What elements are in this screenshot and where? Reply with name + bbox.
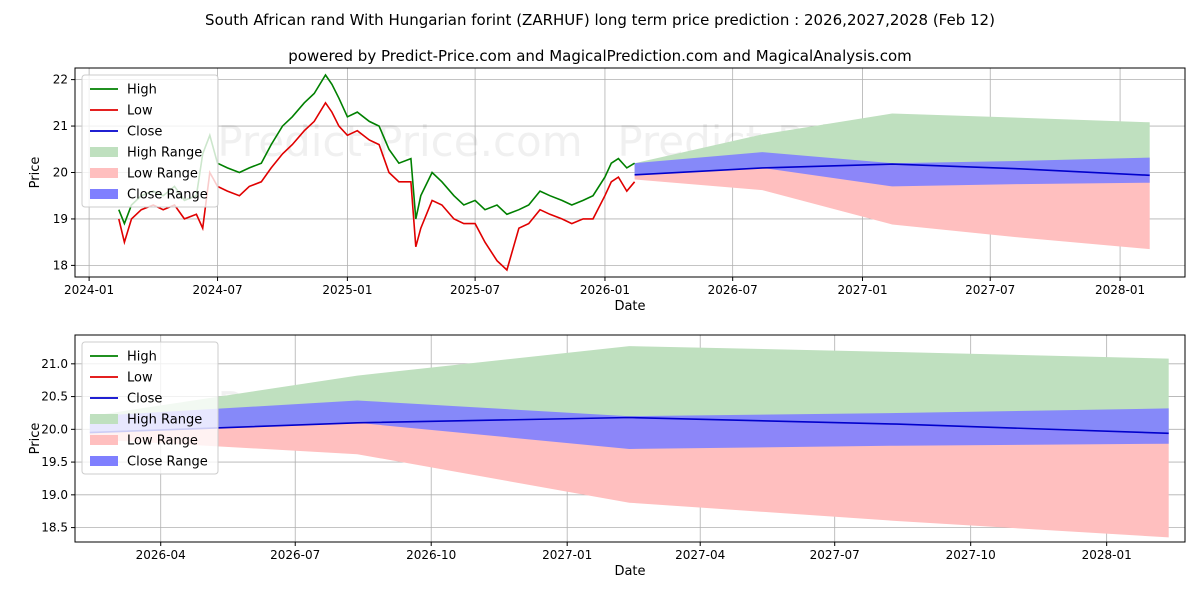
chart-subtitle: powered by Predict-Price.com and Magical… bbox=[288, 47, 912, 65]
bottom-ytick-label: 18.5 bbox=[41, 521, 68, 535]
bottom-low-range-area bbox=[89, 417, 1169, 538]
bottom-legend-swatch bbox=[90, 456, 118, 466]
top-watermark-1: Predict-Price.com bbox=[217, 117, 582, 166]
bottom-xtick-label: 2026-04 bbox=[136, 548, 186, 562]
bottom-ytick-label: 20.0 bbox=[41, 422, 68, 436]
top-xtick-label: 2027-01 bbox=[837, 283, 887, 297]
top-ytick-label: 20 bbox=[53, 166, 68, 180]
top-low-line bbox=[118, 101, 636, 272]
bottom-close-line bbox=[89, 416, 1169, 435]
bottom-ytick-label: 20.5 bbox=[41, 390, 68, 404]
top-legend-swatch bbox=[90, 189, 118, 199]
top-low-range-area bbox=[634, 164, 1150, 250]
top-legend-label: Low Range bbox=[127, 167, 198, 182]
top-legend-label: Close bbox=[127, 125, 162, 140]
top-close-range-area bbox=[634, 152, 1150, 187]
bottom-plot-area bbox=[89, 346, 1169, 538]
bottom-legend-label: Low Range bbox=[127, 434, 198, 449]
bottom-legend-label: Low bbox=[127, 371, 153, 386]
bottom-yaxis-label: Price bbox=[28, 423, 43, 455]
top-legend-label: Close Range bbox=[127, 188, 208, 203]
top-plot-area bbox=[118, 73, 1150, 272]
top-xtick-label: 2026-01 bbox=[580, 283, 630, 297]
bottom-legend-label: Close bbox=[127, 392, 162, 407]
bottom-xtick-label: 2026-07 bbox=[270, 548, 320, 562]
top-panel: Predict-Price.comPredict-Price.com2024-0… bbox=[28, 67, 1186, 314]
bottom-xtick-label: 2027-04 bbox=[675, 548, 725, 562]
top-legend-label: High bbox=[127, 83, 157, 98]
top-ytick-label: 22 bbox=[53, 73, 68, 87]
top-legend-swatch bbox=[90, 168, 118, 178]
top-xtick-label: 2025-07 bbox=[450, 283, 500, 297]
top-ytick-label: 19 bbox=[53, 212, 68, 226]
top-legend: High Low Close High Range Low Range Close Ran… bbox=[81, 74, 219, 208]
bottom-xtick-label: 2027-10 bbox=[946, 548, 996, 562]
bottom-legend-swatch bbox=[90, 414, 118, 424]
bottom-ytick-label: 21.0 bbox=[41, 357, 68, 371]
bottom-legend-label: High Range bbox=[127, 413, 202, 428]
bottom-xaxis-label: Date bbox=[614, 564, 645, 579]
bottom-legend-label: High bbox=[127, 350, 157, 365]
bottom-legend: High Low Close High Range Low Range Close Ran… bbox=[81, 341, 219, 475]
bottom-xtick-label: 2026-10 bbox=[406, 548, 456, 562]
top-ytick-label: 18 bbox=[53, 258, 68, 272]
top-xtick-label: 2026-07 bbox=[708, 283, 758, 297]
top-xtick-label: 2024-07 bbox=[192, 283, 242, 297]
top-legend-label: Low bbox=[127, 104, 153, 119]
chart-title: South African rand With Hungarian forint… bbox=[205, 11, 995, 29]
top-ytick-label: 21 bbox=[53, 119, 68, 133]
bottom-axes-frame bbox=[74, 334, 1186, 543]
top-close-line bbox=[634, 163, 1150, 177]
top-xtick-label: 2025-01 bbox=[322, 283, 372, 297]
top-xaxis-label: Date bbox=[614, 299, 645, 314]
bottom-ytick-label: 19.0 bbox=[41, 488, 68, 502]
bottom-close-range-area bbox=[89, 400, 1169, 449]
top-xtick-label: 2027-07 bbox=[965, 283, 1015, 297]
bottom-xtick-label: 2027-07 bbox=[810, 548, 860, 562]
top-legend-label: High Range bbox=[127, 146, 202, 161]
top-xtick-label: 2024-01 bbox=[64, 283, 114, 297]
bottom-ytick-label: 19.5 bbox=[41, 455, 68, 469]
bottom-legend-label: Close Range bbox=[127, 455, 208, 470]
top-yaxis-label: Price bbox=[28, 157, 43, 189]
top-xtick-label: 2028-01 bbox=[1095, 283, 1145, 297]
bottom-xtick-label: 2027-01 bbox=[542, 548, 592, 562]
bottom-xtick-label: 2028-01 bbox=[1082, 548, 1132, 562]
bottom-legend-swatch bbox=[90, 435, 118, 445]
top-legend-swatch bbox=[90, 147, 118, 157]
bottom-panel: Predict-Price.comPredict-Price.com2026-0… bbox=[28, 334, 1186, 579]
